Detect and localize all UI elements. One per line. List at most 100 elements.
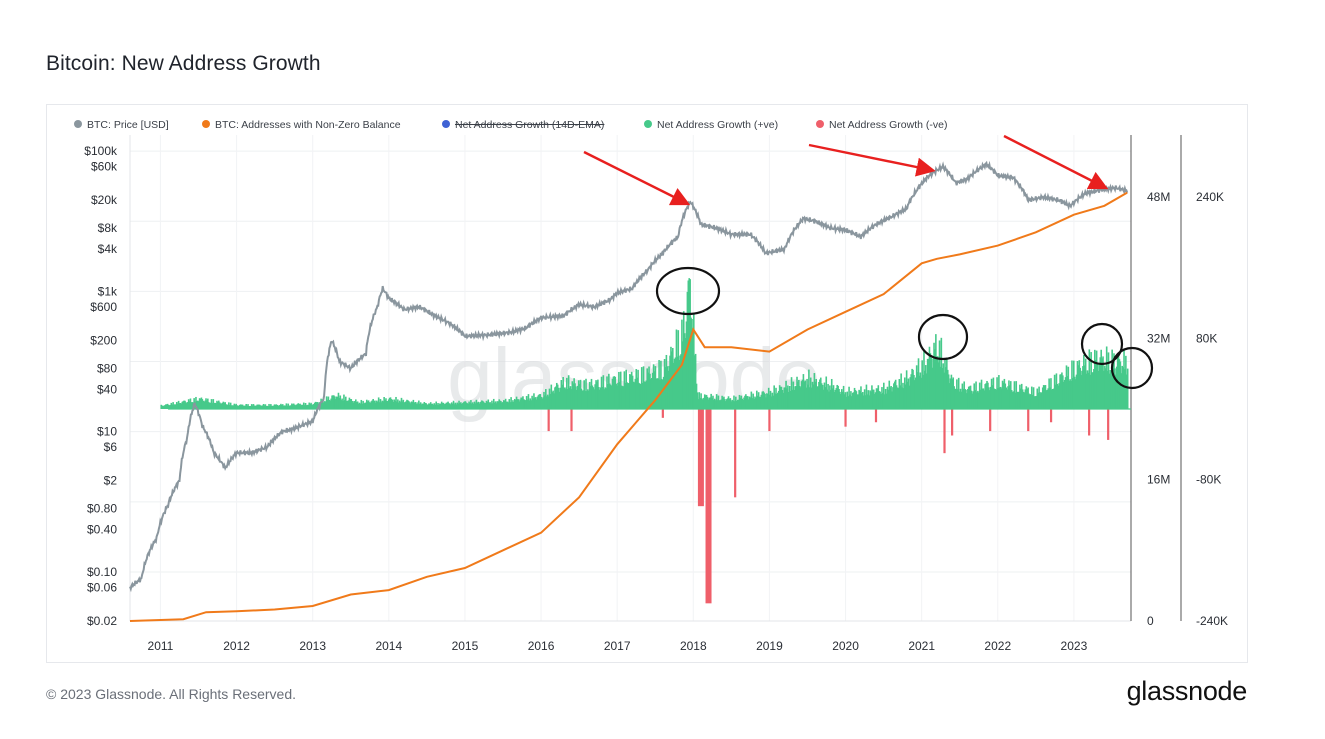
bar-positive [811,381,814,409]
bar-positive [444,403,447,409]
bar-positive [303,405,306,409]
bar-positive [922,374,924,409]
bar-positive [692,314,695,409]
bar-positive [992,377,995,409]
bar-positive [711,397,713,409]
bar-positive [1028,393,1030,409]
bar-positive [328,399,331,409]
bar-positive [572,383,575,409]
bar-positive [452,400,455,409]
bar-positive [472,403,475,409]
bar-positive [760,394,763,409]
bar-positive [982,388,985,409]
bar-positive [487,399,490,409]
bar-positive [542,397,544,409]
bar-positive [1043,385,1046,409]
bar-positive [654,366,657,409]
bar-positive [766,393,769,409]
bar-positive [347,400,350,409]
bar-positive [172,402,174,409]
bar-positive [1072,360,1075,409]
bar-positive [178,403,181,409]
bar-positive [387,399,390,409]
bar-positive [713,400,715,409]
bar-positive [787,391,790,409]
bar-positive [890,385,892,409]
bar-positive [864,395,867,409]
bar-positive [868,395,870,409]
bar-positive [866,394,869,409]
bar-positive [703,394,706,409]
bar-positive [825,376,828,409]
bar-positive [341,398,343,409]
bar-positive [786,388,788,409]
bar-positive [984,384,986,409]
bar-positive [674,357,677,409]
bar-positive [458,400,460,409]
bar-positive [757,392,760,409]
bar-positive [322,399,324,409]
bar-positive [344,400,346,409]
bar-positive [777,390,780,409]
x-tick: 2018 [680,639,707,653]
bar-positive [845,396,848,409]
bar-positive [805,387,807,409]
bar-positive [851,396,853,409]
bar-positive [706,396,709,409]
y-tick-price: $0.40 [87,523,117,537]
bar-positive [287,403,290,409]
bar-positive [373,400,375,409]
bar-positive [801,379,804,409]
bar-positive [863,389,866,409]
bar-positive [988,387,990,409]
bar-positive [702,399,704,409]
y-tick-price: $10 [97,425,117,439]
bar-positive [365,399,368,409]
bar-positive [414,401,416,409]
y-tick-price: $4k [98,242,118,256]
bar-positive [1036,388,1039,409]
y-tick-price: $6 [104,440,118,454]
bar-positive [229,402,232,409]
bar-positive [270,404,272,409]
bar-positive [507,402,510,409]
bar-positive [534,397,537,409]
x-tick: 2023 [1061,639,1088,653]
bar-positive [874,392,877,409]
bar-positive [179,403,182,409]
bar-positive [587,389,589,409]
bar-positive [1098,364,1101,409]
bar-positive [1051,389,1053,409]
x-tick: 2022 [984,639,1011,653]
bar-positive [481,400,483,409]
bar-positive [725,399,728,409]
bar-positive [745,396,748,409]
bar-positive [563,387,565,409]
bar-positive [291,403,293,409]
bar-positive [678,360,680,409]
bar-positive [474,403,477,409]
bar-positive [770,396,773,409]
bar-positive [716,400,719,409]
bar-positive [635,369,638,409]
bar-positive [413,402,416,409]
bar-positive [173,404,175,409]
bar-positive [954,388,956,409]
bar-positive [221,402,224,409]
bar-positive [334,396,336,409]
bar-positive [454,402,457,409]
bar-positive [1064,377,1067,409]
bar-positive [522,396,524,409]
bar-positive [754,396,756,409]
bar-positive [708,397,711,409]
bar-positive [190,402,193,409]
bar-positive [643,381,646,409]
bar-positive [188,401,191,409]
bar-positive [1022,391,1025,409]
bar-positive [529,398,532,409]
bar-positive [496,401,499,409]
bar-positive [682,341,684,409]
bar-positive [763,392,765,409]
bar-positive [430,404,433,409]
y-tick-price: $20k [91,193,118,207]
